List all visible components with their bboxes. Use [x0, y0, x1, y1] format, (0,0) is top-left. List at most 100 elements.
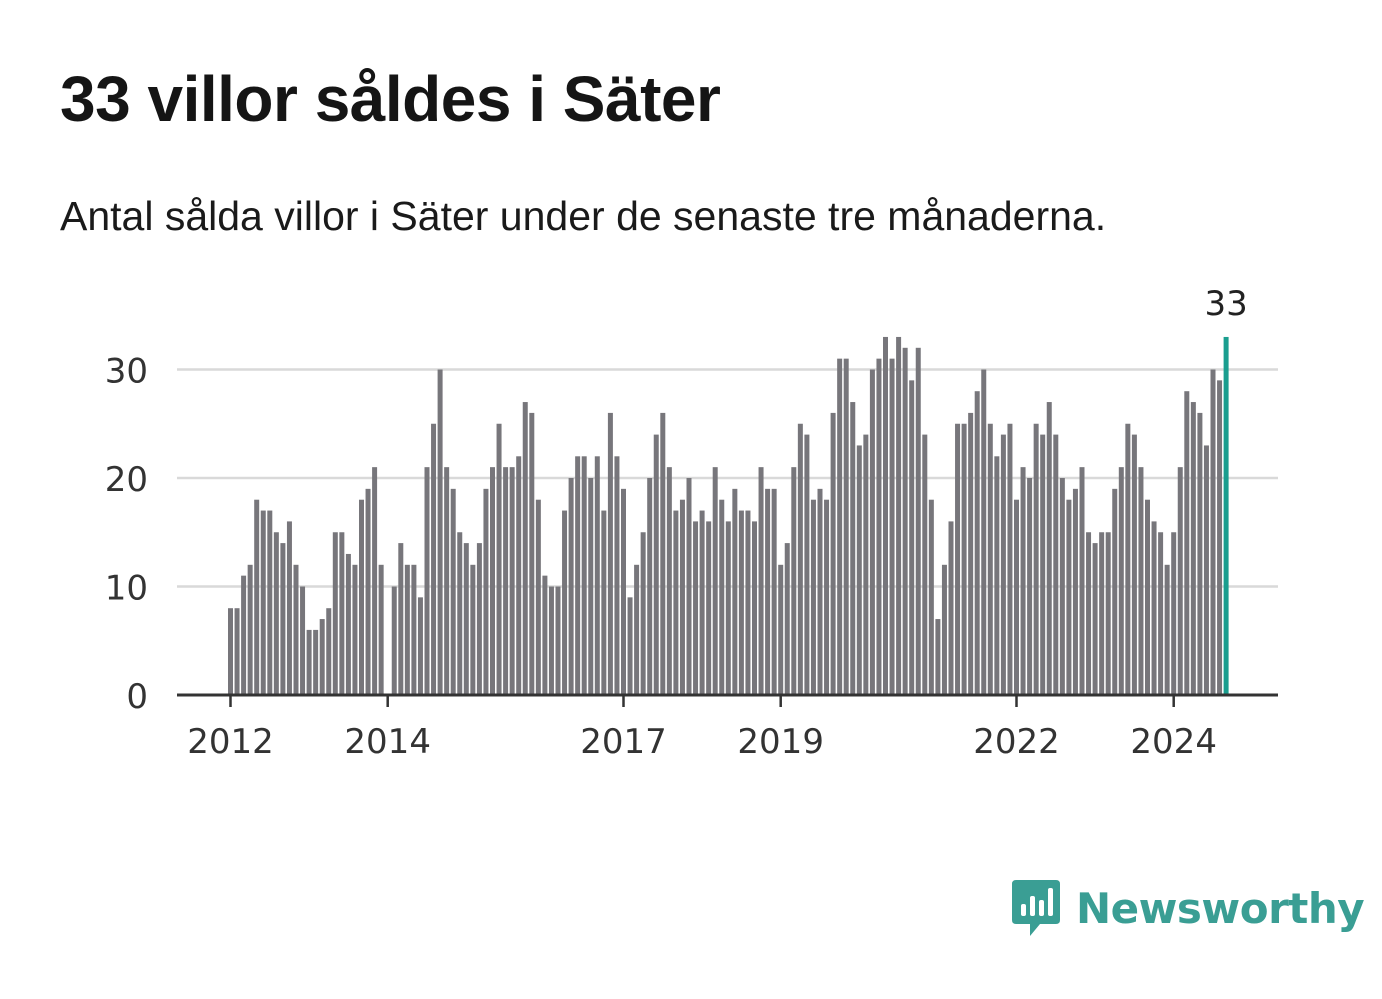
bar [522, 402, 528, 695]
bar [915, 347, 921, 695]
bar [1164, 564, 1170, 695]
x-tick-label: 2022 [973, 722, 1060, 762]
bar [830, 412, 836, 695]
bar [326, 608, 332, 695]
bar [1145, 499, 1150, 695]
x-tick-label: 2012 [187, 722, 274, 762]
bar [417, 597, 423, 695]
bar [437, 369, 443, 695]
bar [286, 521, 292, 695]
bar [679, 499, 685, 695]
bar [1184, 391, 1190, 695]
bar [745, 510, 751, 695]
bar [254, 499, 260, 695]
brand-name: Newsworthy [1076, 883, 1365, 933]
y-tick-label: 10 [105, 569, 148, 609]
bar [332, 532, 338, 695]
y-tick-label: 20 [105, 460, 148, 500]
bar [843, 358, 849, 695]
bar [1079, 467, 1085, 695]
bar [1158, 532, 1164, 695]
bar [784, 543, 790, 695]
bar [869, 369, 875, 695]
bar [555, 586, 561, 695]
bar [1190, 402, 1196, 695]
bar [791, 467, 797, 695]
bar [647, 478, 653, 695]
bar [896, 336, 902, 695]
bar [968, 412, 974, 695]
bar [241, 575, 247, 695]
bar [752, 521, 757, 695]
bar [712, 467, 718, 695]
bar [797, 423, 803, 695]
bar [1112, 488, 1118, 695]
bar [732, 488, 738, 695]
bar [1092, 543, 1098, 695]
bar [457, 532, 463, 695]
bar [653, 434, 659, 695]
bar [568, 478, 574, 695]
bar [1197, 412, 1203, 695]
bar [994, 456, 1000, 695]
bar [476, 543, 482, 695]
bar [856, 445, 862, 695]
bar [503, 467, 509, 695]
bar [444, 467, 450, 695]
bar [1203, 445, 1209, 695]
bar [614, 456, 620, 695]
bar [1086, 532, 1092, 695]
x-tick-label: 2014 [344, 722, 431, 762]
bar [228, 608, 233, 695]
bar [673, 510, 679, 695]
bar [765, 488, 771, 695]
bar [548, 586, 554, 695]
bar [693, 521, 699, 695]
bar [621, 488, 626, 695]
bar [607, 412, 613, 695]
bar [1040, 434, 1046, 695]
bar [1138, 467, 1144, 695]
bar [817, 488, 823, 695]
bar [1059, 478, 1065, 695]
bar [280, 543, 286, 695]
bar [1014, 499, 1019, 695]
bar [1007, 423, 1013, 695]
bar [941, 564, 947, 695]
bar [1151, 521, 1157, 695]
bar [372, 467, 378, 695]
bar [300, 586, 306, 695]
bar [1118, 467, 1124, 695]
bar [660, 412, 666, 695]
bar [738, 510, 744, 695]
bar [260, 510, 266, 695]
bar [961, 423, 967, 695]
bar [273, 532, 279, 695]
chart-title: 33 villor såldes i Säter [60, 63, 721, 135]
bar [319, 619, 325, 695]
bar [293, 564, 299, 695]
bar [1072, 488, 1078, 695]
bar [529, 412, 535, 695]
bar [1131, 434, 1137, 695]
bar [1177, 467, 1183, 695]
bar [581, 456, 587, 695]
bar [562, 510, 568, 695]
bar [516, 456, 522, 695]
bar [1099, 532, 1105, 695]
highlight-bar [1223, 336, 1229, 695]
bar [1020, 467, 1026, 695]
bar [824, 499, 830, 695]
bar [850, 402, 856, 695]
bar [339, 532, 345, 695]
bar [922, 434, 928, 695]
bar [987, 423, 993, 695]
bar [935, 619, 941, 695]
bar [1217, 380, 1223, 695]
bar [1000, 434, 1006, 695]
bar [431, 423, 437, 695]
bar [863, 434, 869, 695]
bar [889, 358, 895, 695]
bar [391, 586, 397, 695]
bar [909, 380, 915, 695]
